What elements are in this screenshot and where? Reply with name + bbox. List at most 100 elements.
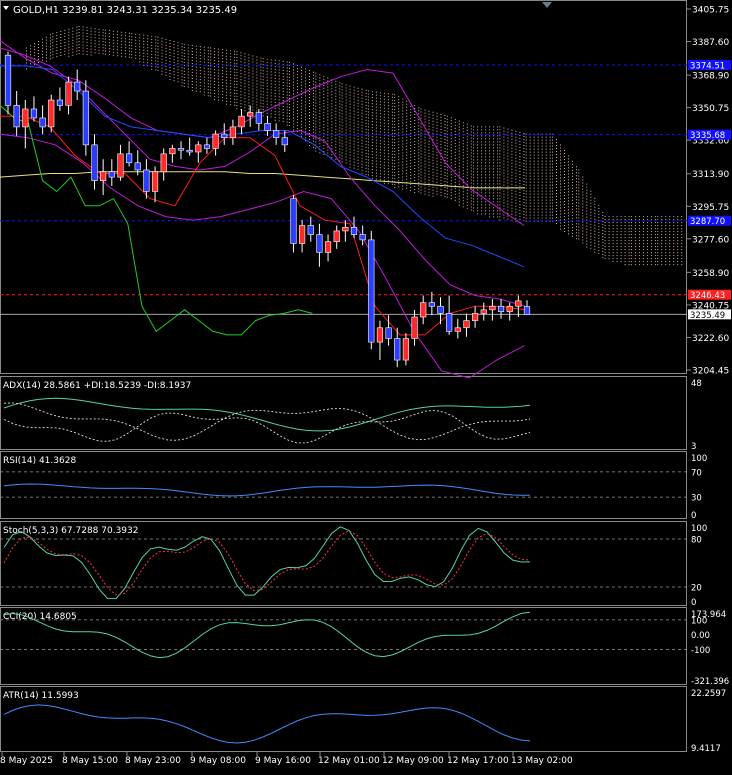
candlesticks xyxy=(4,51,531,368)
time-axis-label: 9 May 16:00 xyxy=(255,756,311,766)
indicator-scale-label: -100 xyxy=(691,646,710,656)
level-tag-label: 3374.51 xyxy=(690,62,725,72)
indicator-scale-label: 173.964 xyxy=(691,610,726,620)
candle-body xyxy=(324,241,332,253)
candle-body xyxy=(454,327,461,332)
tenkan-red-line xyxy=(0,115,526,336)
candle-body xyxy=(264,123,271,131)
bollinger-lower-line xyxy=(0,133,525,379)
candle-body xyxy=(169,148,176,155)
candle-body xyxy=(298,225,306,244)
minus-di-line xyxy=(3,409,531,444)
candle-body xyxy=(273,130,280,138)
candle-body xyxy=(22,108,29,128)
candle-body xyxy=(195,144,202,153)
indicator-scale-label: 0.00 xyxy=(691,631,710,641)
candle-body xyxy=(480,309,487,314)
candle-body xyxy=(82,90,89,146)
level-tag-label: 3335.68 xyxy=(690,131,725,141)
indicator-scale-label: 80 xyxy=(691,536,702,546)
candle-body xyxy=(39,117,46,128)
price-axis-label: 3240.75 xyxy=(692,301,729,311)
indicator-scale-label: 70 xyxy=(691,468,702,478)
candle-body xyxy=(143,169,150,192)
indicator-panels: ADX(14) 28.5861 +DI:18.5239 -DI:8.1937 48… xyxy=(0,379,729,754)
candle-body xyxy=(437,305,444,314)
candle-body xyxy=(281,137,288,146)
candle-body xyxy=(463,320,470,329)
cci-line xyxy=(3,611,531,659)
candle-body xyxy=(368,239,375,343)
price-axis-label: 3405.75 xyxy=(692,6,729,16)
candle-body xyxy=(134,162,141,171)
main-indicator-lines xyxy=(0,40,526,379)
time-axis: 8 May 2025 8 May 15:00 8 May 23:00 9 May 08… xyxy=(0,752,573,766)
candle-body xyxy=(255,112,262,124)
stoch-signal-line xyxy=(3,530,531,596)
candle-body xyxy=(65,81,72,106)
indicator-scale-label: 0 xyxy=(691,598,696,608)
rsi-panel-frame xyxy=(0,451,687,519)
candle-body xyxy=(229,126,237,138)
candle-body xyxy=(402,338,410,361)
indicator-scale-label: 48 xyxy=(691,379,702,389)
candle-body xyxy=(151,171,159,192)
adx-line xyxy=(3,397,531,432)
candle-body xyxy=(238,115,245,128)
candle-body xyxy=(316,234,323,253)
indicator-panel-title: Stoch(5,3,3) 67.7288 70.3932 xyxy=(3,526,138,536)
candle-body xyxy=(160,153,167,173)
candle-body xyxy=(74,81,81,92)
symbol-menu-icon[interactable] xyxy=(3,6,9,10)
ichimoku-cloud xyxy=(26,26,683,266)
indicator-panel-title: RSI(14) 41.3628 xyxy=(3,456,76,466)
time-axis-label: 12 May 17:00 xyxy=(447,756,509,766)
candle-body xyxy=(506,305,513,312)
indicator-scale-label: 30 xyxy=(691,494,702,504)
candle-body xyxy=(333,230,340,242)
candle-body xyxy=(186,149,193,153)
cloud-dots xyxy=(26,26,683,266)
candle-body xyxy=(420,302,427,318)
time-axis-label: 9 May 08:00 xyxy=(190,756,246,766)
indicator-scale-label: 3 xyxy=(691,442,696,452)
indicator-scale-label: 20 xyxy=(691,584,702,594)
main-panel-frame xyxy=(0,0,687,374)
candle-body xyxy=(428,302,435,307)
indicator-panel-title: ATR(14) 11.5993 xyxy=(3,691,79,701)
candle-body xyxy=(13,105,20,128)
plus-di-line xyxy=(3,402,531,441)
level-tag-bg xyxy=(688,289,731,300)
candle-body xyxy=(48,99,55,128)
time-axis-label: 13 May 02:00 xyxy=(511,756,573,766)
candle-body xyxy=(126,153,133,164)
collapse-arrow-icon[interactable] xyxy=(542,2,552,8)
ma-yellow-line xyxy=(0,171,525,189)
symbol-header: GOLD,H1 3239.81 3243.31 3235.34 3235.49 xyxy=(13,5,237,16)
time-axis-label: 8 May 15:00 xyxy=(62,756,118,766)
price-axis-label: 3204.45 xyxy=(692,367,729,377)
candle-body xyxy=(394,338,401,361)
candle-body xyxy=(497,305,505,312)
price-axis-label: 3277.60 xyxy=(692,235,729,245)
level-tag-label: 3246.43 xyxy=(690,291,725,301)
stoch-panel-frame xyxy=(0,521,687,606)
indicator-scale-label: 9.4117 xyxy=(691,744,721,754)
candle-body xyxy=(342,227,349,232)
adx-panel-frame xyxy=(0,376,687,450)
candle-body xyxy=(212,133,219,149)
candle-body xyxy=(359,234,366,241)
level-lines xyxy=(0,64,687,315)
candle-body xyxy=(350,227,358,235)
candle-body xyxy=(489,305,496,311)
stoch-main-line xyxy=(3,526,531,600)
price-axis-label: 3350.75 xyxy=(692,104,729,114)
indicator-panel-title: CCI(20) 14.6805 xyxy=(3,612,77,622)
candle-body xyxy=(446,313,453,332)
time-axis-label: 12 May 01:00 xyxy=(318,756,380,766)
candle-body xyxy=(307,225,314,235)
chikou-green-line xyxy=(0,105,313,336)
candle-body xyxy=(91,144,98,182)
indicator-scale-label: 100 xyxy=(691,454,707,464)
